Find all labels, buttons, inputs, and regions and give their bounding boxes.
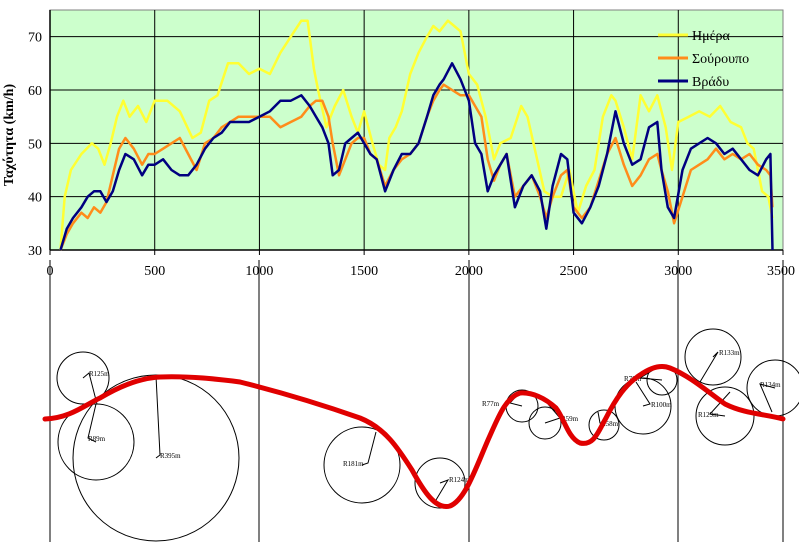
series-day-line [59, 19, 774, 251]
curve-radius-label: R125m [89, 370, 110, 378]
y-tick-label: 30 [28, 244, 42, 259]
curve-circle [323, 426, 401, 504]
y-tick-label: 70 [28, 31, 42, 46]
curve-circle [588, 409, 620, 441]
curve-circle [414, 457, 466, 509]
curve-circle [528, 406, 562, 440]
x-tick-label: 3500 [767, 264, 795, 279]
curve-radius-label: R77m [482, 400, 500, 408]
y-axis-label: Ταχύτητα (km/h) [2, 84, 17, 187]
curve-circles [56, 328, 799, 542]
road-alignment [42, 363, 786, 509]
curve-radius-label: R124m [449, 476, 470, 484]
radius-lines [82, 351, 776, 501]
grid-lines [49, 10, 783, 251]
curve-radius-label: R89m [88, 435, 106, 443]
radius-line [82, 372, 98, 405]
plot-background [49, 9, 784, 251]
curve-circle [695, 386, 755, 446]
y-tick-label: 60 [28, 84, 42, 99]
curve-radius-label: R129m [698, 411, 719, 419]
radius-line [435, 479, 450, 501]
y-tick-label: 40 [28, 191, 42, 206]
radius-line [87, 403, 97, 443]
y-axis-ticks: 30 40 50 60 70 [28, 31, 42, 259]
road-geometry-panel: R125m R89m R395m R181m R124m R77m R59m R… [42, 260, 799, 542]
curve-circle [684, 328, 742, 386]
radius-line [759, 383, 776, 413]
y-tick-label: 50 [28, 137, 42, 152]
radius-line [361, 431, 377, 466]
radius-line [708, 391, 731, 417]
x-tick-label: 500 [144, 264, 165, 279]
radius-line [635, 381, 651, 407]
series-lines [59, 19, 774, 251]
curve-radius-label: R59m [561, 415, 579, 423]
curve-radius-label: R395m [160, 452, 181, 460]
curve-radius-labels: R125m R89m R395m R181m R124m R77m R59m R… [88, 349, 781, 484]
curve-radius-label: R133m [719, 349, 740, 357]
x-tick-label: 2500 [560, 264, 588, 279]
curve-radius-label: R100m [651, 401, 672, 409]
radius-line [155, 375, 161, 459]
legend: Ημέρα Σούρουπο Βράδυ [658, 29, 749, 90]
legend-label-day: Ημέρα [692, 29, 730, 44]
series-night-line [59, 62, 774, 251]
curve-radius-label: R181m [343, 460, 364, 468]
curve-radius-label: R134m [760, 381, 781, 389]
legend-label-dusk: Σούρουπο [692, 52, 749, 67]
legend-label-night: Βράδυ [692, 75, 729, 90]
curve-circle [56, 351, 110, 405]
radius-line [699, 351, 719, 383]
x-tick-label: 1500 [350, 264, 378, 279]
curve-radius-label: R58m [601, 420, 619, 428]
